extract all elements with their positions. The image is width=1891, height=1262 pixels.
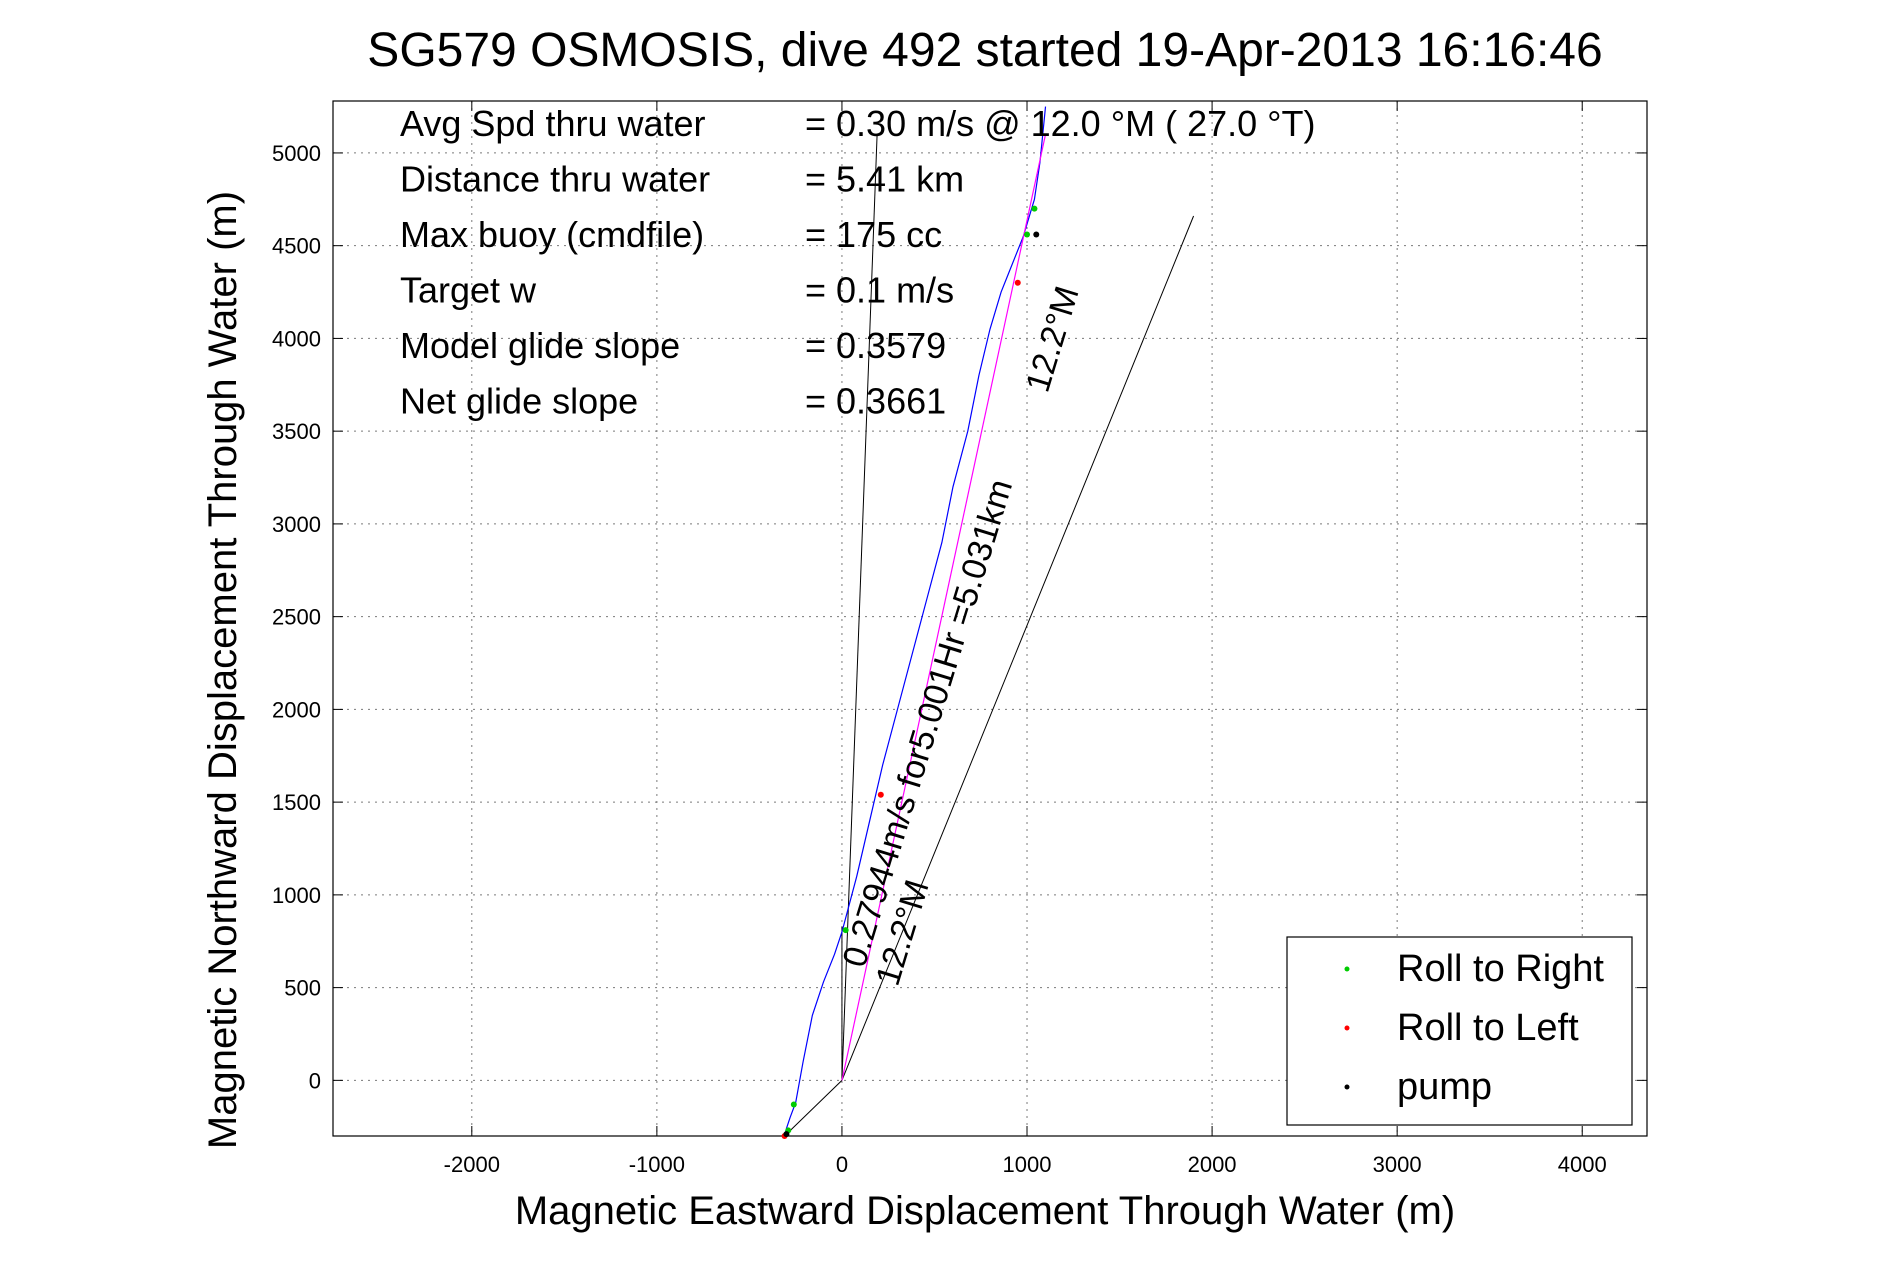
info-value: = 0.30 m/s @ 12.0 °M ( 27.0 °T) — [805, 103, 1316, 144]
marker-point — [1031, 205, 1038, 212]
plot-frame — [332, 100, 1648, 1137]
legend-box — [1286, 936, 1633, 1126]
y-tick-label: 500 — [284, 976, 321, 1001]
markers — [781, 205, 1040, 1139]
x-tick-label: 0 — [836, 1152, 848, 1177]
x-tick-label: 3000 — [1373, 1152, 1422, 1177]
info-block: Avg Spd thru water = 0.30 m/s @ 12.0 °M (… — [400, 103, 1316, 422]
series-track — [783, 106, 1047, 1137]
series-heading — [841, 134, 1047, 1081]
legend-swatch — [1344, 966, 1350, 972]
reference-line — [784, 1079, 843, 1137]
marker-point — [1014, 279, 1021, 286]
x-tick-label: 1000 — [1003, 1152, 1052, 1177]
marker-point — [783, 1131, 790, 1138]
y-tick-label: 4000 — [272, 326, 321, 351]
legend-label: pump — [1397, 1066, 1492, 1108]
y-tick-label: 0 — [309, 1068, 321, 1093]
x-tick-label: -2000 — [444, 1152, 500, 1177]
y-tick-label: 5000 — [272, 141, 321, 166]
reference-line — [841, 134, 878, 1081]
x-tick-label: 2000 — [1188, 1152, 1237, 1177]
info-label: Target w — [400, 270, 537, 311]
y-axis-label: Magnetic Northward Displacement Through … — [201, 191, 245, 1149]
info-value: = 0.1 m/s — [805, 270, 954, 311]
marker-point — [842, 927, 849, 934]
legend-swatch — [1344, 1084, 1350, 1090]
info-label: Avg Spd thru water — [400, 103, 706, 144]
x-ticks: -2000 -1000 0 1000 2000 3000 4000 — [444, 101, 1607, 1177]
info-label: Net glide slope — [400, 381, 638, 422]
info-label: Max buoy (cmdfile) — [400, 214, 704, 255]
reference-lines — [784, 134, 1195, 1137]
chart-annotation: 12.2°M — [1019, 282, 1087, 396]
info-label: Distance thru water — [400, 159, 710, 200]
info-value: = 0.3661 — [805, 381, 946, 422]
info-label: Model glide slope — [400, 325, 680, 366]
y-tick-label: 1500 — [272, 790, 321, 815]
chart-title: SG579 OSMOSIS, dive 492 started 19-Apr-2… — [367, 24, 1602, 77]
y-tick-label: 2000 — [272, 697, 321, 722]
y-tick-label: 4500 — [272, 234, 321, 259]
marker-point — [877, 791, 884, 798]
marker-point — [790, 1101, 797, 1108]
info-value: = 0.3579 — [805, 325, 946, 366]
x-tick-label: -1000 — [629, 1152, 685, 1177]
reference-line — [841, 215, 1195, 1081]
y-tick-label: 1000 — [272, 883, 321, 908]
marker-point — [1033, 231, 1040, 238]
legend-swatch — [1344, 1025, 1350, 1031]
y-ticks: 0 500 1000 1500 2000 2500 3000 3500 4000 4500 5000 — [272, 141, 1647, 1093]
y-tick-label: 2500 — [272, 605, 321, 630]
x-tick-label: 4000 — [1558, 1152, 1607, 1177]
info-value: = 5.41 km — [805, 159, 964, 200]
info-value: = 175 cc — [805, 214, 942, 255]
x-axis-label: Magnetic Eastward Displacement Through W… — [515, 1189, 1455, 1233]
series-lines — [783, 106, 1047, 1137]
marker-point — [1024, 231, 1031, 238]
legend: Roll to Right Roll to Left pump — [1286, 936, 1633, 1126]
y-tick-label: 3500 — [272, 419, 321, 444]
legend-label: Roll to Left — [1397, 1007, 1579, 1049]
y-tick-label: 3000 — [272, 512, 321, 537]
legend-label: Roll to Right — [1397, 948, 1604, 990]
